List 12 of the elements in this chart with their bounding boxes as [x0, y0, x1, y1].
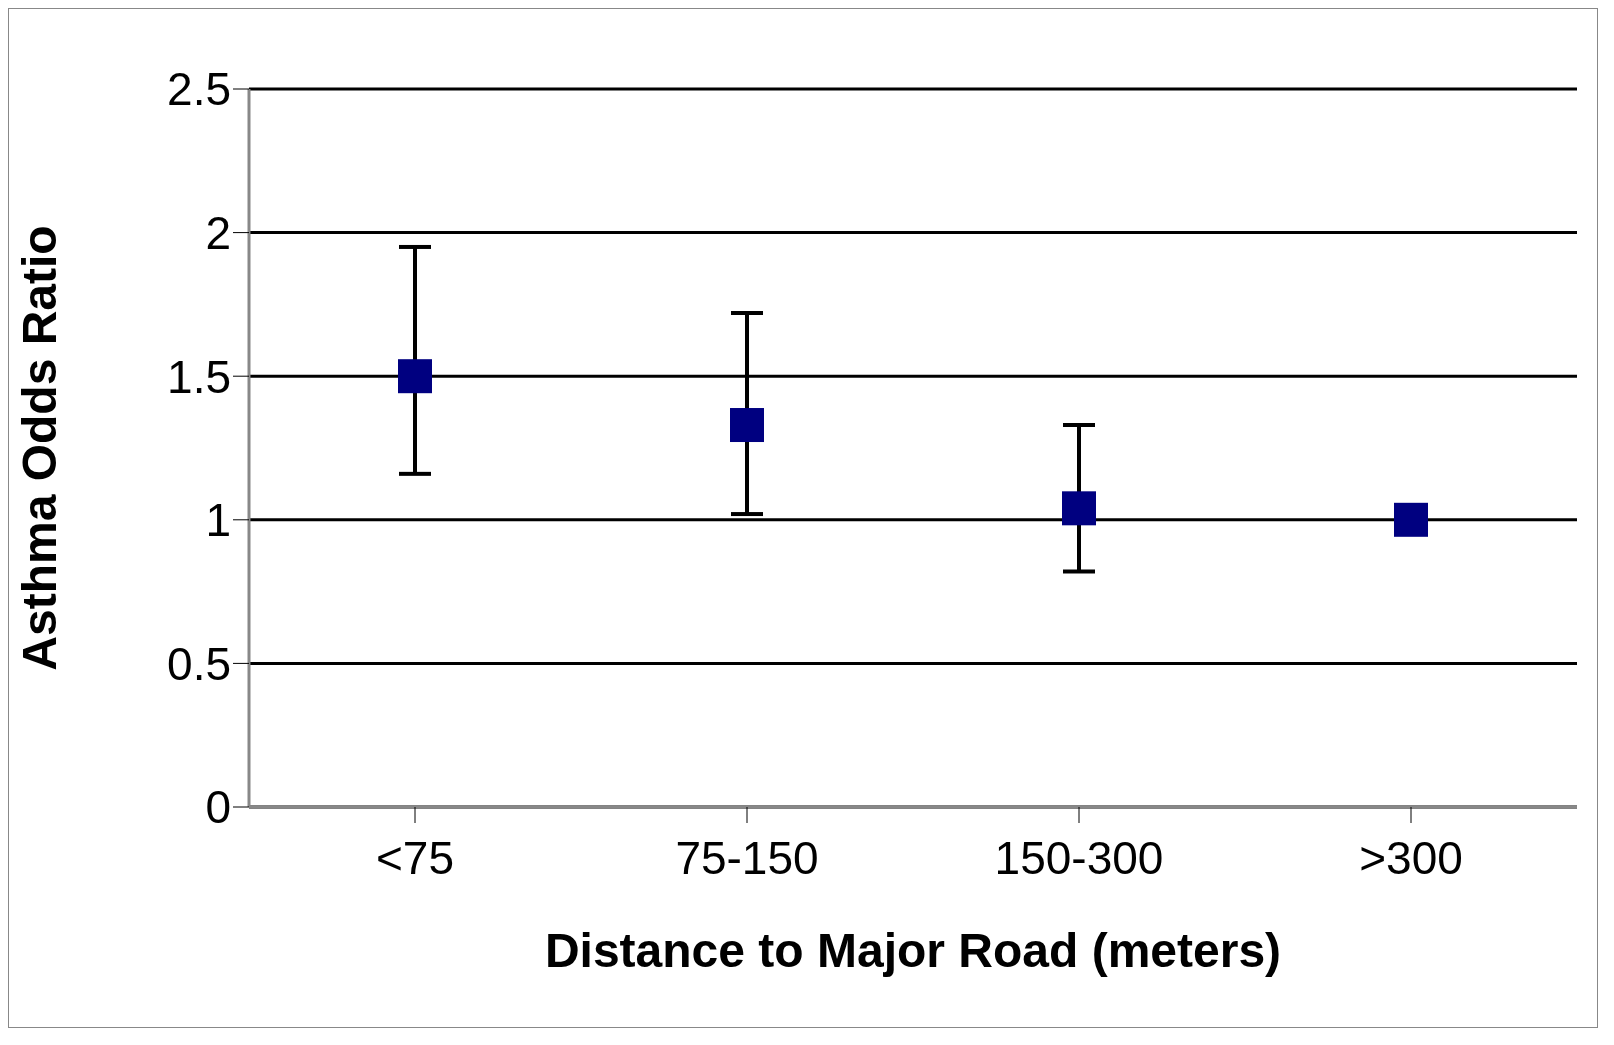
- y-tick-label: 0: [205, 781, 231, 834]
- y-tick-label: 1: [205, 494, 231, 547]
- x-tick-label: 150-300: [994, 831, 1164, 884]
- y-tick-label: 1.5: [167, 350, 231, 403]
- x-axis-title: Distance to Major Road (meters): [544, 924, 1282, 977]
- y-tick-label: 2: [205, 206, 231, 259]
- x-tick-label: >300: [1359, 831, 1463, 884]
- y-tick-label: 2.5: [167, 63, 231, 116]
- x-tick-label: <75: [375, 831, 455, 884]
- y-axis-title: Asthma Odds Ratio: [13, 225, 67, 671]
- x-tick-label: 75-150: [675, 831, 819, 884]
- y-tick-label: 0.5: [167, 637, 231, 690]
